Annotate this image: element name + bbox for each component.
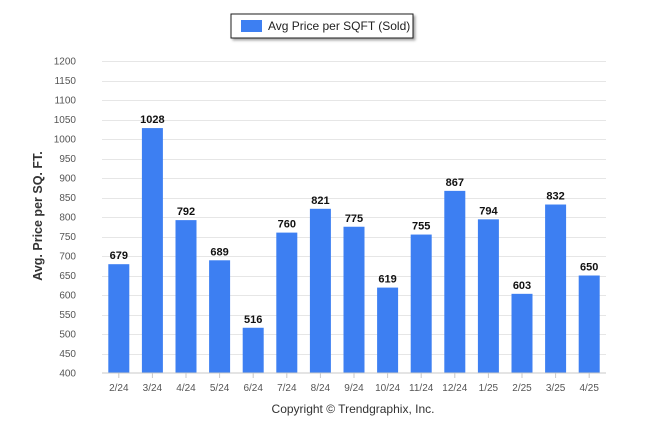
bar (477, 219, 499, 373)
x-tick-label: 5/24 (210, 383, 230, 394)
copyright-text: Copyright © Trendgraphix, Inc. (272, 402, 435, 416)
x-tick-label: 8/24 (311, 383, 331, 394)
x-tick-label: 6/24 (243, 383, 263, 394)
y-tick-label: 450 (59, 349, 76, 360)
legend-label: Avg Price per SQFT (Sold) (268, 19, 410, 33)
y-tick-label: 700 (59, 252, 76, 263)
y-tick-label: 850 (59, 193, 76, 204)
data-label: 679 (110, 250, 128, 262)
y-tick-label: 750 (59, 232, 76, 243)
y-tick-label: 1150 (54, 76, 76, 87)
bar (209, 260, 231, 373)
data-label: 755 (412, 221, 430, 233)
y-tick-label: 1100 (54, 96, 76, 107)
legend: Avg Price per SQFT (Sold) (230, 13, 414, 39)
bar (545, 204, 567, 373)
x-tick-label: 9/24 (344, 383, 364, 394)
y-tick-label: 900 (59, 174, 76, 185)
data-label: 603 (513, 280, 531, 292)
data-label: 1028 (140, 114, 164, 126)
data-label: 619 (378, 274, 396, 286)
x-tick-label: 3/24 (143, 383, 163, 394)
x-tick-label: 4/24 (176, 383, 196, 394)
data-label: 794 (479, 205, 498, 217)
y-tick-label: 1200 (54, 57, 77, 68)
bar (242, 327, 264, 373)
data-labels: 679 1028 792 689 516 760 821 775 619 755 867 794 603… (110, 114, 599, 326)
data-label: 832 (546, 191, 564, 203)
data-label: 516 (244, 314, 262, 326)
bar (377, 287, 399, 373)
data-label: 689 (210, 246, 228, 258)
x-tick-label: 7/24 (277, 383, 297, 394)
y-axis-title: Avg. Price per SQ. FT. (31, 151, 45, 280)
y-tick-label: 600 (59, 291, 76, 302)
bar (343, 226, 365, 373)
data-label: 775 (345, 213, 363, 225)
y-tick-label: 550 (59, 310, 76, 321)
x-tick-label: 1/25 (479, 383, 499, 394)
bar (578, 275, 600, 373)
bar (108, 264, 130, 373)
x-tick-label: 2/25 (512, 383, 532, 394)
y-axis-tick-labels: 400 450 500 550 600 650 700 750 800 850 900 950 1000… (54, 57, 77, 380)
x-tick-label: 11/24 (409, 383, 434, 394)
bar (276, 232, 298, 373)
data-label: 760 (278, 219, 296, 231)
x-tick-label: 10/24 (375, 383, 400, 394)
y-tick-label: 650 (59, 271, 76, 282)
y-tick-label: 800 (59, 213, 76, 224)
data-label: 867 (446, 177, 464, 189)
x-tick-label: 2/24 (109, 383, 129, 394)
x-tick-label: 3/25 (546, 383, 566, 394)
y-tick-label: 1000 (54, 135, 77, 146)
x-axis-tick-labels: 2/24 3/24 4/24 5/24 6/24 7/24 8/24 9/24 10/24 11/… (109, 373, 599, 394)
data-label: 792 (177, 206, 195, 218)
x-tick-label: 12/24 (442, 383, 467, 394)
bar (444, 190, 466, 373)
bar (141, 128, 163, 373)
y-tick-label: 1050 (54, 115, 77, 126)
data-label: 821 (311, 195, 329, 207)
bar (309, 208, 331, 373)
y-tick-label: 950 (59, 154, 76, 165)
y-tick-label: 400 (59, 369, 76, 380)
x-tick-label: 4/25 (579, 383, 599, 394)
data-label: 650 (580, 262, 598, 274)
legend-swatch (241, 20, 262, 32)
bars (108, 128, 600, 373)
bar (511, 293, 533, 373)
bar (175, 220, 197, 373)
bar (410, 234, 432, 373)
y-tick-label: 500 (59, 330, 76, 341)
